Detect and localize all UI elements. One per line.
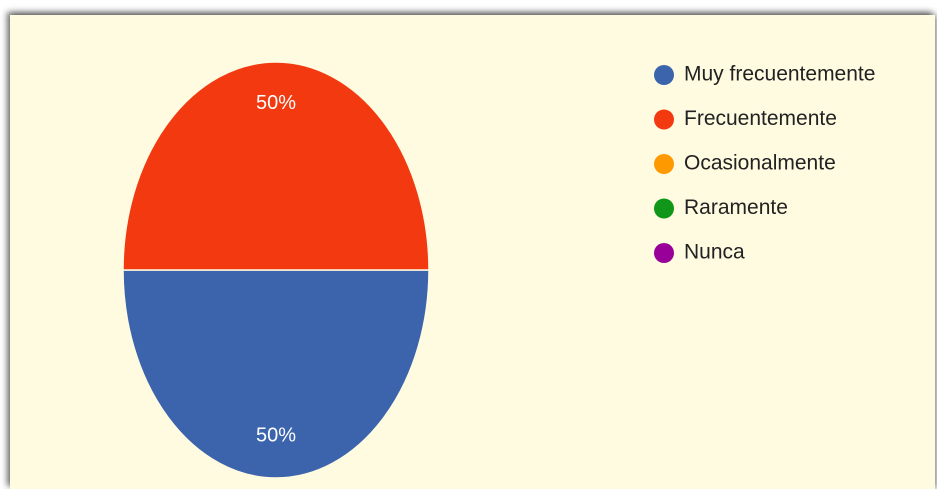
- legend-marker: [654, 109, 674, 130]
- legend-marker: [654, 243, 674, 263]
- legend-marker: [654, 154, 674, 174]
- pie-slice: [122, 61, 430, 271]
- legend-label: Ocasionalmente: [684, 152, 836, 175]
- slice-label: 50%: [256, 92, 296, 114]
- legend-marker: [654, 65, 674, 85]
- legend-label: Muy frecuentemente: [684, 63, 875, 86]
- slice-label: 50%: [256, 425, 296, 447]
- legend-label: Raramente: [684, 196, 788, 219]
- legend-label: Frecuentemente: [684, 107, 837, 130]
- legend-marker: [654, 198, 674, 219]
- pie-slice: [122, 269, 430, 479]
- legend-label: Nunca: [684, 241, 745, 264]
